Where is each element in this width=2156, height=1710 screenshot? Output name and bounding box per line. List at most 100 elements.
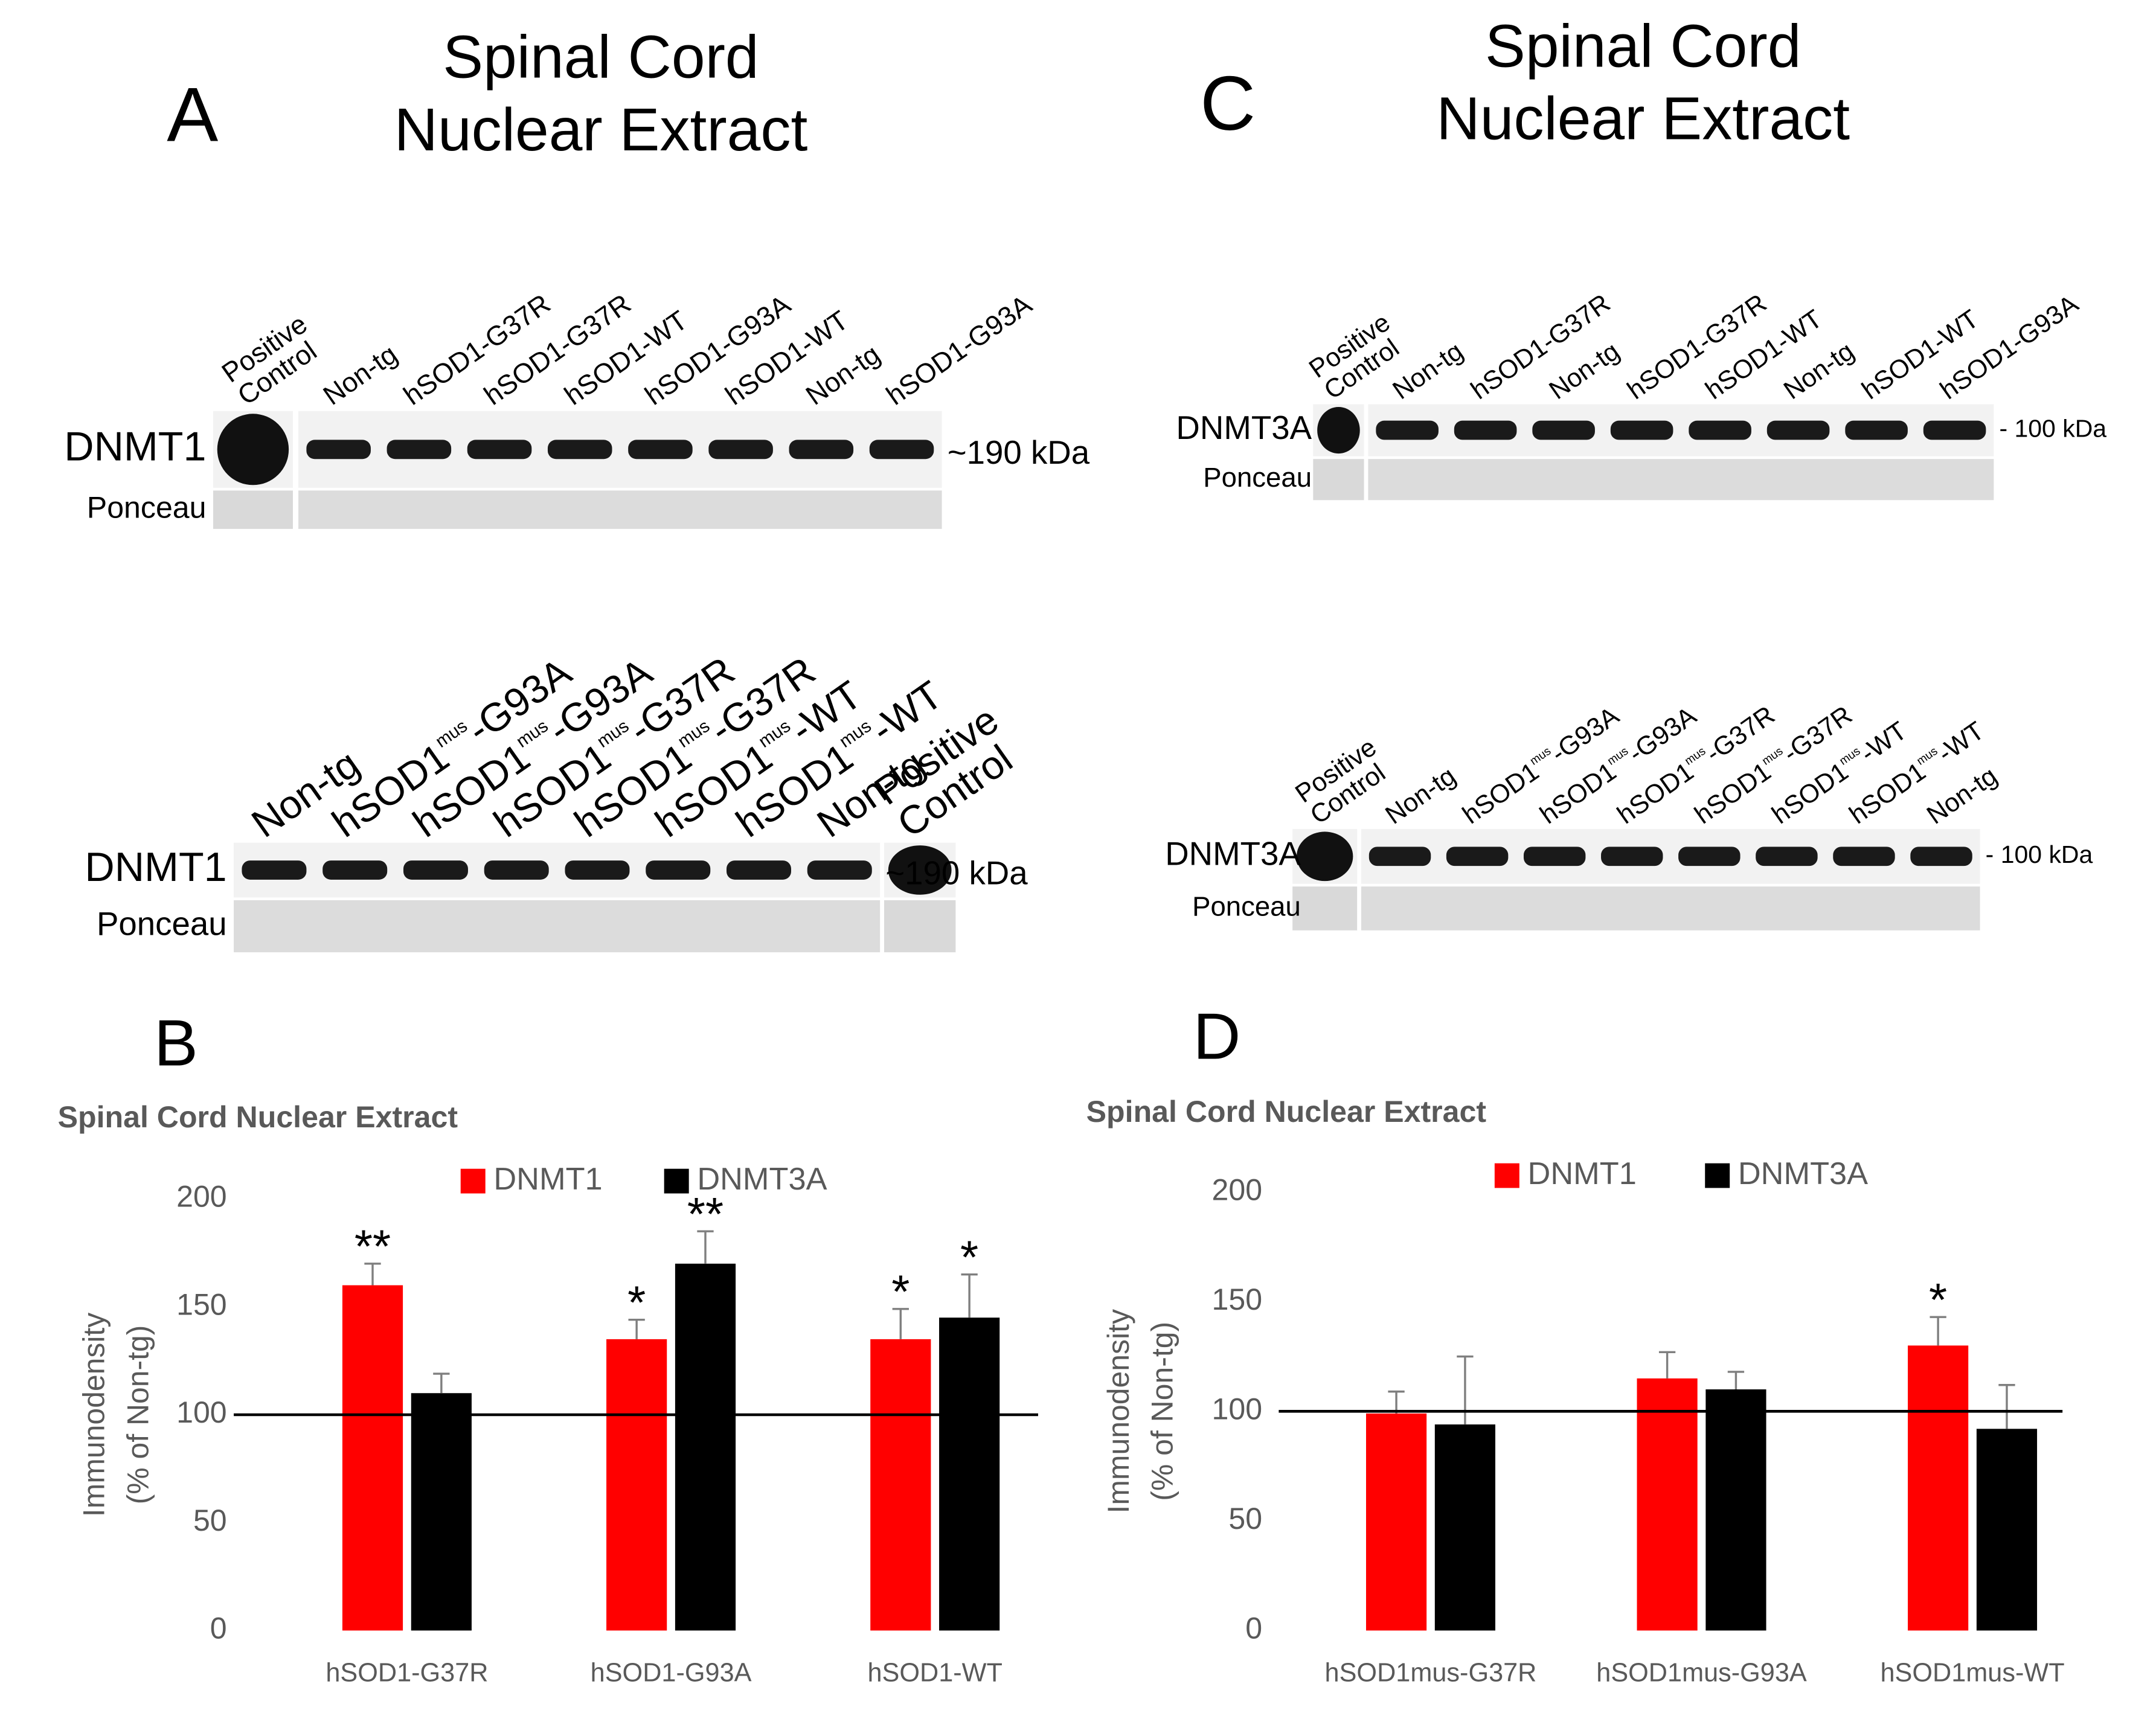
loading-label: Ponceau [1192,891,1301,922]
x-tick-label: hSOD1-G37R [326,1658,488,1687]
panel-letter: C [1200,60,1256,146]
band [1678,847,1741,866]
y-tick-label: 50 [1228,1502,1262,1535]
bar [1637,1378,1698,1631]
y-tick-label: 200 [176,1180,227,1214]
lane-label: Non-tg [1388,337,1469,405]
band [1376,420,1439,440]
band [1601,847,1663,866]
ponceau-strip [298,490,942,529]
bar [411,1393,472,1631]
size-label: ~190 kDa [885,855,1028,892]
error-bar [1727,1371,1745,1389]
x-tick-label: hSOD1mus-WT [1880,1658,2064,1687]
bar [342,1285,403,1631]
error-bar [1930,1316,1946,1346]
ponceau-strip [234,900,881,953]
lane-label-text: hSOD1-G93A [881,289,1038,411]
band [1368,847,1431,866]
bar [1976,1429,2038,1631]
band [1523,847,1586,866]
legend-label: DNMT3A [697,1162,827,1197]
band [1923,420,1986,440]
y-tick-label: 0 [210,1612,227,1645]
y-tick-label: 100 [1212,1392,1263,1426]
lane-label-text: Non-tg [1922,761,2003,830]
band [403,860,468,880]
significance: ** [355,1221,391,1273]
lane-base: hSOD1 [1690,757,1777,830]
lane-suffix: -WT [1855,716,1912,768]
legend-label: DNMT1 [1528,1156,1637,1191]
bar [1365,1413,1427,1631]
y-tick-label: 150 [1212,1282,1263,1316]
bar [870,1339,931,1631]
band [1446,847,1509,866]
band [242,860,307,880]
size-label: - 100 kDa [1999,414,2106,442]
lane-base: hSOD1 [1767,757,1854,830]
lane-label: Non-tg [1380,761,1461,830]
band [1689,420,1751,440]
band [869,440,934,460]
band [1610,420,1673,440]
loading-label: Ponceau [97,905,227,942]
x-tick-label: hSOD1mus-G93A [1596,1658,1807,1687]
protein-label: DNMT1 [64,423,206,469]
band [547,440,612,460]
control-band [1317,406,1360,454]
band [484,860,549,880]
y-tick-label: 200 [1212,1173,1263,1206]
panel-title: Nuclear Extract [1436,85,1850,153]
bar [1434,1424,1496,1631]
lane-label: hSOD1-G93A [1935,289,2084,405]
y-tick-label: 150 [176,1288,227,1322]
band [1532,420,1595,440]
panel-title: Nuclear Extract [394,96,808,164]
error-bar [364,1263,381,1286]
lane-base: hSOD1 [1458,757,1545,830]
lane-label: Non-tg [318,339,403,411]
y-axis-label: (% of Non-tg) [1146,1322,1179,1501]
band [708,440,773,460]
loading-label: Ponceau [87,490,207,524]
error-bar [697,1230,714,1264]
protein-label: DNMT3A [1165,836,1301,873]
bar [606,1339,667,1631]
panel-title: Spinal Cord [443,24,759,91]
significance: * [627,1277,646,1329]
y-axis-label: (% of Non-tg) [121,1325,155,1505]
ponceau-strip [884,900,956,953]
legend-label: DNMT1 [493,1162,602,1197]
band [387,440,452,460]
protein-label: DNMT1 [85,844,226,890]
band [322,860,388,880]
legend-label: DNMT3A [1738,1156,1868,1191]
band [565,860,630,880]
error-bar [1998,1384,2015,1429]
error-bar [1457,1355,1474,1425]
legend-swatch [1494,1163,1519,1188]
y-tick-label: 50 [193,1503,227,1537]
legend-swatch [460,1168,486,1194]
band [467,440,532,460]
panel-title: Spinal Cord [1485,12,1801,80]
lane-label: hSOD1-G93A [881,289,1038,411]
size-label: ~190 kDa [948,434,1090,471]
bar [675,1263,736,1631]
band [646,860,711,880]
x-tick-label: hSOD1-G93A [591,1658,752,1687]
panel-letter: B [154,1007,198,1080]
error-bar [892,1308,909,1339]
lane-base: hSOD1 [1535,757,1622,830]
lane-suffix: -WT [1933,716,1989,768]
error-bar [628,1319,645,1339]
chart-title: Spinal Cord Nuclear Extract [58,1100,458,1134]
ponceau-strip [1361,886,1980,930]
band [1910,847,1972,866]
y-axis-label: Immunodensity [1102,1309,1135,1513]
